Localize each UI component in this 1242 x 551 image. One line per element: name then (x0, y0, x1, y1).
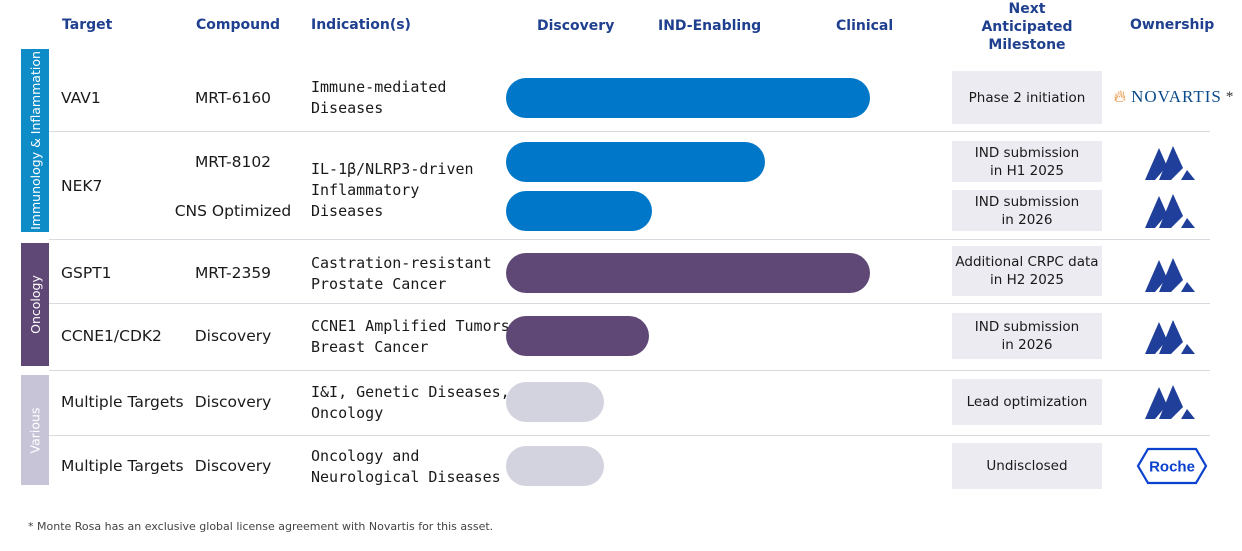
novartis-logo-icon: 🔥︎ (1113, 87, 1128, 106)
roche-logo-icon: Roche (1136, 447, 1208, 485)
milestone-line: in H1 2025 (990, 162, 1064, 179)
category-immunology-label: Immunology & Inflammation (27, 51, 43, 230)
compound-cell: Discovery (194, 393, 272, 411)
target-cell: VAV1 (61, 89, 101, 107)
milestone-box: Undisclosed (952, 443, 1102, 489)
compound-cell: MRT-8102 (194, 153, 272, 171)
header-milestone-line-1: Next (1008, 1, 1046, 17)
target-cell: GSPT1 (61, 264, 112, 282)
milestone-box: IND submission in 2026 (952, 190, 1102, 231)
milestone-line: in 2026 (1001, 337, 1053, 353)
progress-bar (506, 191, 652, 231)
novartis-footnote-marker: * (1225, 88, 1234, 105)
header-clinical: Clinical (836, 18, 894, 34)
indication-line: Breast Cancer (311, 338, 429, 356)
indication-line: Inflammatory (311, 181, 420, 199)
progress-bar (506, 382, 604, 422)
compound-cell: CNS Optimized (174, 202, 292, 220)
indication-line: Diseases (311, 99, 384, 117)
indication-line: Diseases (311, 202, 384, 220)
row-divider (49, 370, 1210, 371)
indication-cell: Immune-mediated Diseases (311, 77, 446, 119)
category-oncology: Oncology (21, 243, 49, 366)
indication-line: Prostate Cancer (311, 275, 447, 293)
indication-line: Immune-mediated (311, 78, 447, 96)
compound-cell: MRT-2359 (194, 264, 272, 282)
category-various-label: Various (27, 407, 43, 453)
monte-rosa-logo-icon (1145, 320, 1195, 354)
indication-cell: Oncology and Neurological Diseases (311, 446, 501, 488)
progress-bar (506, 78, 870, 118)
novartis-wordmark: NOVARTIS (1131, 87, 1222, 106)
compound-cell: Discovery (194, 457, 272, 475)
milestone-line: in 2026 (1001, 211, 1053, 228)
indication-cell: Castration-resistant Prostate Cancer (311, 253, 492, 295)
progress-bar (506, 142, 765, 182)
progress-bar (506, 253, 870, 293)
milestone-box: Additional CRPC data in H2 2025 (952, 246, 1102, 296)
category-various: Various (21, 375, 49, 485)
milestone-line: IND submission (974, 319, 1080, 335)
row-divider (49, 239, 1210, 240)
indication-line: Oncology and (311, 447, 420, 465)
header-milestone-line-2: Anticipated (981, 19, 1073, 35)
category-oncology-label: Oncology (27, 275, 43, 334)
target-cell: Multiple Targets (61, 457, 184, 475)
monte-rosa-logo-icon (1145, 194, 1195, 228)
indication-line: Castration-resistant (311, 254, 492, 272)
header-ind-enabling: IND-Enabling (658, 18, 762, 34)
target-cell: NEK7 (61, 177, 103, 195)
milestone-line: Additional CRPC data (955, 254, 1099, 270)
progress-bar (506, 446, 604, 486)
indication-cell: IL-1β/NLRP3-driven Inflammatory Diseases (311, 159, 474, 222)
indication-line: Neurological Diseases (311, 468, 501, 486)
row-divider (49, 131, 1210, 132)
monte-rosa-logo-icon (1145, 385, 1195, 419)
compound-cell: MRT-6160 (194, 89, 272, 107)
indication-cell: CCNE1 Amplified Tumors, Breast Cancer (311, 316, 519, 358)
milestone-box: Lead optimization (952, 379, 1102, 425)
indication-line: I&I, Genetic Diseases, (311, 383, 510, 401)
owner-novartis: 🔥︎ NOVARTIS * (1111, 85, 1236, 109)
roche-wordmark: Roche (1149, 459, 1195, 476)
milestone-line: IND submission (974, 144, 1080, 161)
header-discovery: Discovery (537, 18, 615, 34)
header-milestone-line-3: Milestone (988, 37, 1066, 53)
row-divider (49, 303, 1210, 304)
milestone-line: in H2 2025 (990, 272, 1064, 288)
indication-line: Oncology (311, 404, 384, 422)
monte-rosa-logo-icon (1145, 146, 1195, 180)
header-milestone: Next Anticipated Milestone (962, 0, 1092, 54)
header-ownership: Ownership (1130, 17, 1215, 33)
progress-bar (506, 316, 649, 356)
target-cell: Multiple Targets (61, 393, 184, 411)
header-indications: Indication(s) (311, 17, 411, 33)
milestone-line: IND submission (974, 193, 1080, 210)
compound-cell: Discovery (194, 327, 272, 345)
indication-cell: I&I, Genetic Diseases, Oncology (311, 382, 510, 424)
indication-line: CCNE1 Amplified Tumors, (311, 317, 519, 335)
footnote: * Monte Rosa has an exclusive global lic… (28, 520, 494, 533)
milestone-box: IND submission in 2026 (952, 313, 1102, 359)
monte-rosa-logo-icon (1145, 258, 1195, 292)
milestone-box: Phase 2 initiation (952, 71, 1102, 124)
milestone-box: IND submission in H1 2025 (952, 141, 1102, 182)
category-immunology: Immunology & Inflammation (21, 49, 49, 232)
target-cell: CCNE1/CDK2 (61, 327, 162, 345)
row-divider (49, 435, 1210, 436)
header-compound: Compound (196, 17, 281, 33)
header-target: Target (62, 17, 113, 33)
indication-line: IL-1β/NLRP3-driven (311, 160, 474, 178)
